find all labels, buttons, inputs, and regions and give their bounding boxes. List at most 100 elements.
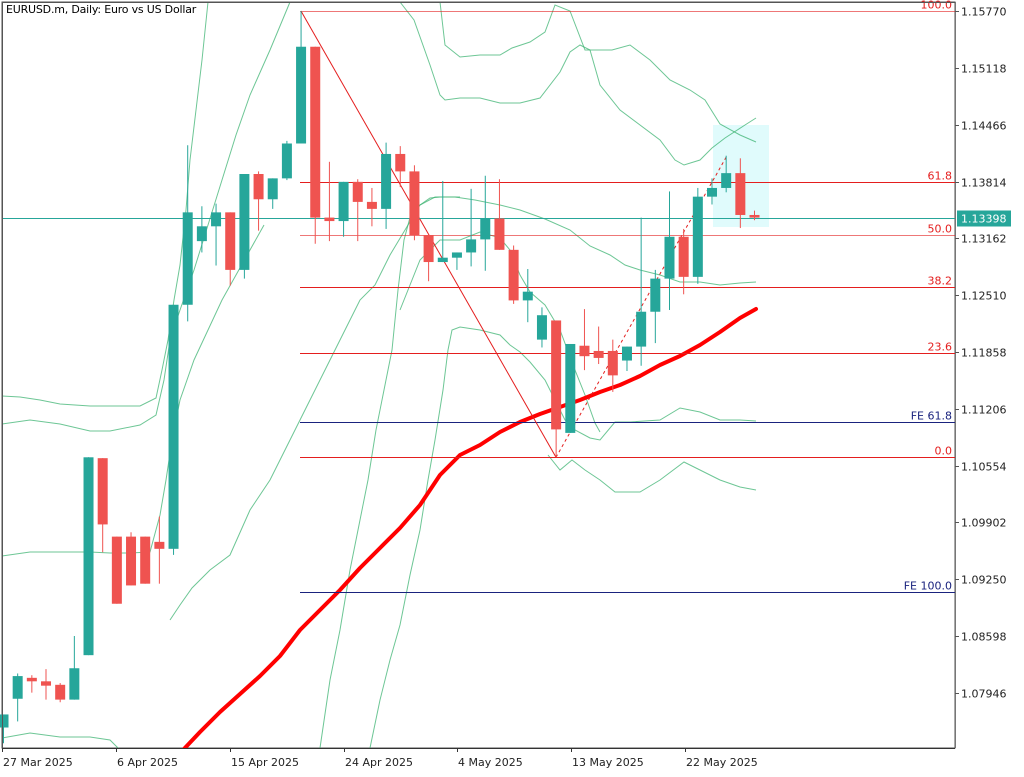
plot-frame <box>1 1 956 749</box>
bollinger-band-line <box>1 224 265 557</box>
candle-body <box>97 458 108 525</box>
candle[interactable] <box>381 142 392 229</box>
candle[interactable] <box>69 635 80 700</box>
candle[interactable] <box>111 536 122 604</box>
candle[interactable] <box>55 683 66 703</box>
candle[interactable] <box>565 343 576 433</box>
candle[interactable] <box>707 178 717 205</box>
time-tick-label: 27 Mar 2025 <box>3 756 73 769</box>
candle[interactable] <box>324 161 335 242</box>
candle-body <box>281 143 292 179</box>
candle[interactable] <box>395 146 406 188</box>
bollinger-band-line <box>1 1 209 407</box>
candle[interactable] <box>253 171 264 231</box>
fib-trendline[interactable] <box>300 10 557 458</box>
candle-body <box>41 681 52 686</box>
candle-body <box>565 343 576 433</box>
candle[interactable] <box>26 675 37 693</box>
candle-body <box>0 714 9 728</box>
candle[interactable] <box>721 155 732 193</box>
fib-level-label: 23.6 <box>928 341 953 354</box>
bollinger-band-line <box>319 196 460 749</box>
candle[interactable] <box>296 11 307 144</box>
price-tick-label: 1.08598 <box>961 631 1007 644</box>
time-tick-label: 24 Apr 2025 <box>345 756 413 769</box>
candle[interactable] <box>423 235 434 282</box>
candle[interactable] <box>536 307 547 348</box>
candle[interactable] <box>551 320 562 458</box>
candle-body <box>381 153 392 209</box>
candle[interactable] <box>182 145 193 322</box>
candle[interactable] <box>664 191 675 310</box>
bollinger-band-line <box>547 454 757 493</box>
candle[interactable] <box>366 187 377 227</box>
candle[interactable] <box>97 458 108 553</box>
candle[interactable] <box>126 532 137 586</box>
candle[interactable] <box>239 174 250 279</box>
candle-body <box>140 536 151 584</box>
candle[interactable] <box>437 180 448 263</box>
candle[interactable] <box>225 212 236 286</box>
candle[interactable] <box>636 217 647 366</box>
candle-body <box>593 350 604 358</box>
candle[interactable] <box>480 175 491 271</box>
bollinger-band-line <box>369 326 757 749</box>
candle[interactable] <box>338 181 349 237</box>
candle-body <box>55 684 66 700</box>
candle[interactable] <box>650 269 661 344</box>
price-tick-label: 1.10554 <box>961 461 1007 474</box>
candle[interactable] <box>267 178 278 209</box>
candle[interactable] <box>154 516 165 584</box>
bollinger-band-line <box>439 1 757 143</box>
candle[interactable] <box>168 304 179 555</box>
candle-body <box>154 541 165 549</box>
candle-body <box>508 249 519 301</box>
current-price-badge <box>957 210 1011 227</box>
candle[interactable] <box>196 206 207 253</box>
candle-body <box>409 171 420 236</box>
candle-body <box>480 218 491 240</box>
price-tick-label: 1.09250 <box>961 574 1007 587</box>
time-tick-label: 4 May 2025 <box>458 756 523 769</box>
candle[interactable] <box>310 46 321 244</box>
candle[interactable] <box>607 339 618 392</box>
candle[interactable] <box>522 269 533 323</box>
candle-body <box>423 235 434 263</box>
candle[interactable] <box>678 228 689 295</box>
candle-body <box>26 677 37 682</box>
candle-body <box>551 320 562 430</box>
candle-body <box>352 181 363 202</box>
candle[interactable] <box>692 187 703 284</box>
candle[interactable] <box>140 536 151 584</box>
candle[interactable] <box>579 309 590 371</box>
price-tick-label: 1.15770 <box>961 6 1007 19</box>
candle[interactable] <box>352 179 363 242</box>
candle[interactable] <box>466 188 477 267</box>
candle[interactable] <box>451 252 462 270</box>
candle[interactable] <box>735 158 746 229</box>
candle[interactable] <box>83 457 94 656</box>
candle-body <box>168 304 179 549</box>
candle[interactable] <box>593 326 604 365</box>
candle[interactable] <box>12 673 23 722</box>
candle-body <box>650 278 661 312</box>
candle[interactable] <box>281 140 292 181</box>
candle[interactable] <box>211 203 222 266</box>
candle[interactable] <box>41 669 52 700</box>
current-price-label: 1.13398 <box>961 213 1007 226</box>
candle-body <box>664 236 675 279</box>
candle-body <box>395 153 406 172</box>
price-tick-label: 1.14466 <box>961 120 1007 133</box>
candle-body <box>366 201 377 209</box>
candle[interactable] <box>749 210 760 221</box>
candle[interactable] <box>0 714 9 744</box>
candle[interactable] <box>409 165 420 241</box>
candle[interactable] <box>508 245 519 304</box>
candle-body <box>267 178 278 200</box>
chart-title: EURUSD.m, Daily: Euro vs US Dollar <box>6 3 197 16</box>
candle[interactable] <box>621 346 632 372</box>
fib-level-label: 0.0 <box>935 445 953 458</box>
candle[interactable] <box>494 179 505 250</box>
